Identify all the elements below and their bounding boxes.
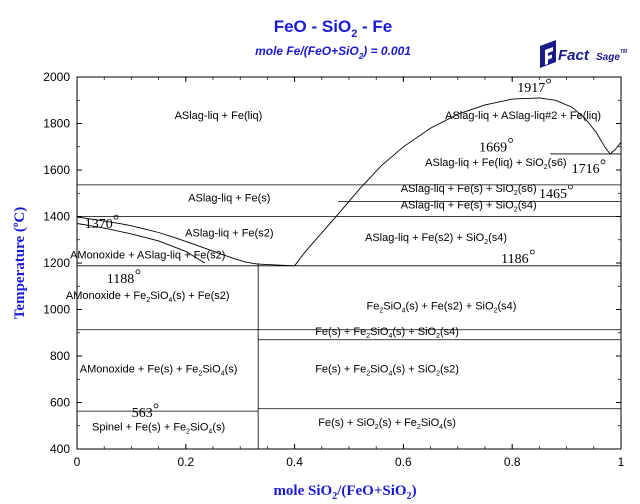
x-tick-label: 0.2 — [177, 455, 194, 469]
y-tick-label: 1600 — [43, 163, 70, 177]
degree-mark — [113, 214, 119, 220]
temperature-label: 1669 — [479, 140, 507, 155]
curve-wustite-liquidus — [76, 223, 206, 264]
y-tick-label: 1200 — [43, 256, 70, 270]
region-label: AMonoxide + ASlag-liq + Fe(s2) — [70, 249, 225, 261]
factsage-logo: Fact Sage TM — [540, 40, 628, 68]
y-tick-label: 1400 — [43, 210, 70, 224]
axis-ticks: 0 0.2 0.4 0.6 0.8 140060080010001200140016001… — [43, 70, 624, 469]
temperature-label: 563 — [132, 406, 153, 421]
region-labels: ASlag-liq + Fe(liq) ASlag-liq + ASlag-liq… — [66, 110, 601, 436]
temperature-label: 1917 — [517, 81, 545, 96]
region-label: ASlag-liq + Fe(liq) + SiO2(s6) — [425, 157, 566, 171]
region-label: AMonoxide + Fe2SiO4(s) + Fe(s2) — [66, 290, 230, 304]
x-tick-label: 0.4 — [286, 455, 303, 469]
y-tick-label: 1800 — [43, 117, 70, 131]
region-label: Fe2SiO4(s) + Fe(s2) + SiO2(s4) — [367, 301, 517, 315]
y-tick-label: 800 — [50, 349, 70, 363]
region-label: ASlag-liq + Fe(liq) — [175, 110, 263, 122]
y-axis-label: Temperature (oC) — [10, 207, 28, 319]
curve-liquidus-left — [76, 216, 295, 267]
degree-mark — [135, 269, 141, 275]
region-label: ASlag-liq + Fe(s) + SiO2(s4) — [401, 199, 537, 213]
degree-mark — [546, 78, 552, 84]
temperature-label: 1716 — [572, 162, 600, 177]
x-tick-label: 0 — [74, 455, 81, 469]
degree-mark — [508, 137, 513, 143]
degree-mark — [529, 249, 535, 255]
logo-text-rest: Sage — [596, 52, 620, 63]
plot-frame — [76, 76, 622, 450]
chart-subtitle: mole Fe/(FeO+SiO2) = 0.001 — [255, 44, 411, 61]
degree-mark — [568, 184, 573, 190]
region-label: Fe(s) + Fe2SiO4(s) + SiO2(s4) — [315, 326, 459, 340]
temperature-label: 1370 — [85, 217, 113, 232]
region-label: Spinel + Fe(s) + Fe2SiO4(s) — [92, 421, 225, 435]
region-label: Fe(s) + SiO2(s) + Fe2SiO4(s) — [318, 417, 456, 431]
region-label: ASlag-liq + Fe(s) + SiO2(s6) — [401, 183, 537, 197]
x-axis-label: mole SiO2/(FeO+SiO2) — [273, 483, 416, 502]
curve-cristobalite-liquidus — [609, 141, 622, 155]
degree-mark — [153, 403, 159, 409]
phase-boundary-curves — [76, 97, 622, 267]
logo-text-bold: Fact — [558, 47, 590, 64]
region-label: ASlag-liq + Fe(s) — [188, 192, 270, 204]
temperature-labels: 1917 1669 1716 1465 1370 1188 1186 563 — [85, 78, 606, 421]
region-label: AMonoxide + Fe(s) + Fe2SiO4(s) — [80, 363, 238, 377]
chart-title: FeO - SiO2 - Fe — [274, 17, 393, 40]
y-tick-label: 1000 — [43, 303, 70, 317]
region-label: ASlag-liq + Fe(s2) — [185, 227, 273, 239]
region-label: ASlag-liq + ASlag-liq#2 + Fe(liq) — [445, 110, 601, 122]
y-tick-label: 600 — [50, 396, 70, 410]
x-tick-label: 1 — [618, 455, 625, 469]
phase-boundary-lines — [77, 153, 621, 449]
y-tick-label: 400 — [50, 442, 70, 456]
x-tick-label: 0.8 — [504, 455, 521, 469]
region-label: ASlag-liq + Fe(s2) + SiO2(s4) — [365, 232, 507, 246]
curve-miscibility-gap — [294, 97, 611, 267]
degree-mark — [600, 159, 606, 165]
temperature-label: 1465 — [539, 187, 567, 202]
logo-tm: TM — [620, 49, 628, 55]
temperature-label: 1188 — [107, 272, 134, 287]
y-tick-label: 2000 — [43, 70, 70, 84]
temperature-label: 1186 — [501, 252, 528, 267]
x-tick-label: 0.6 — [395, 455, 412, 469]
region-label: Fe(s) + Fe2SiO4(s) + SiO2(s2) — [315, 363, 459, 377]
